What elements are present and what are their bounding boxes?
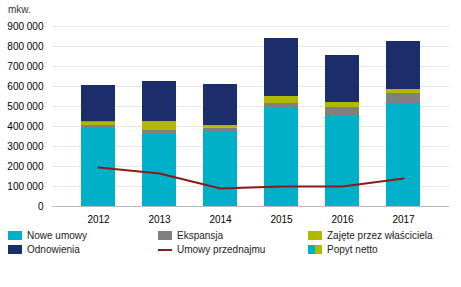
svg-text:400 000: 400 000 [7, 121, 44, 132]
svg-text:2017: 2017 [392, 214, 415, 225]
svg-text:2014: 2014 [209, 214, 232, 225]
svg-text:600 000: 600 000 [7, 81, 44, 92]
svg-text:300 000: 300 000 [7, 141, 44, 152]
svg-text:2012: 2012 [87, 214, 110, 225]
svg-text:2016: 2016 [331, 214, 354, 225]
html-text:Odnowienia: Odnowienia [27, 244, 80, 255]
html-text:Nowe umowy: Nowe umowy [27, 230, 87, 241]
html-text:Zajęte przez właściciela: Zajęte przez właściciela [327, 230, 433, 241]
svg-text:500 000: 500 000 [7, 101, 44, 112]
html-text:Popyt netto: Popyt netto [327, 244, 378, 255]
html-text:Ekspansja: Ekspansja [177, 230, 224, 241]
svg-text:700 000: 700 000 [7, 61, 44, 72]
svg-text:2013: 2013 [148, 214, 171, 225]
svg-text:800 000: 800 000 [7, 41, 44, 52]
svg-text:2015: 2015 [270, 214, 293, 225]
svg-text:900 000: 900 000 [7, 21, 44, 32]
html-text:mkw.: mkw. [8, 4, 31, 15]
html-text:Umowy przednajmu: Umowy przednajmu [177, 244, 266, 255]
svg-text:100 000: 100 000 [7, 181, 44, 192]
svg-text:200 000: 200 000 [7, 161, 44, 172]
svg-text:0: 0 [38, 201, 44, 212]
